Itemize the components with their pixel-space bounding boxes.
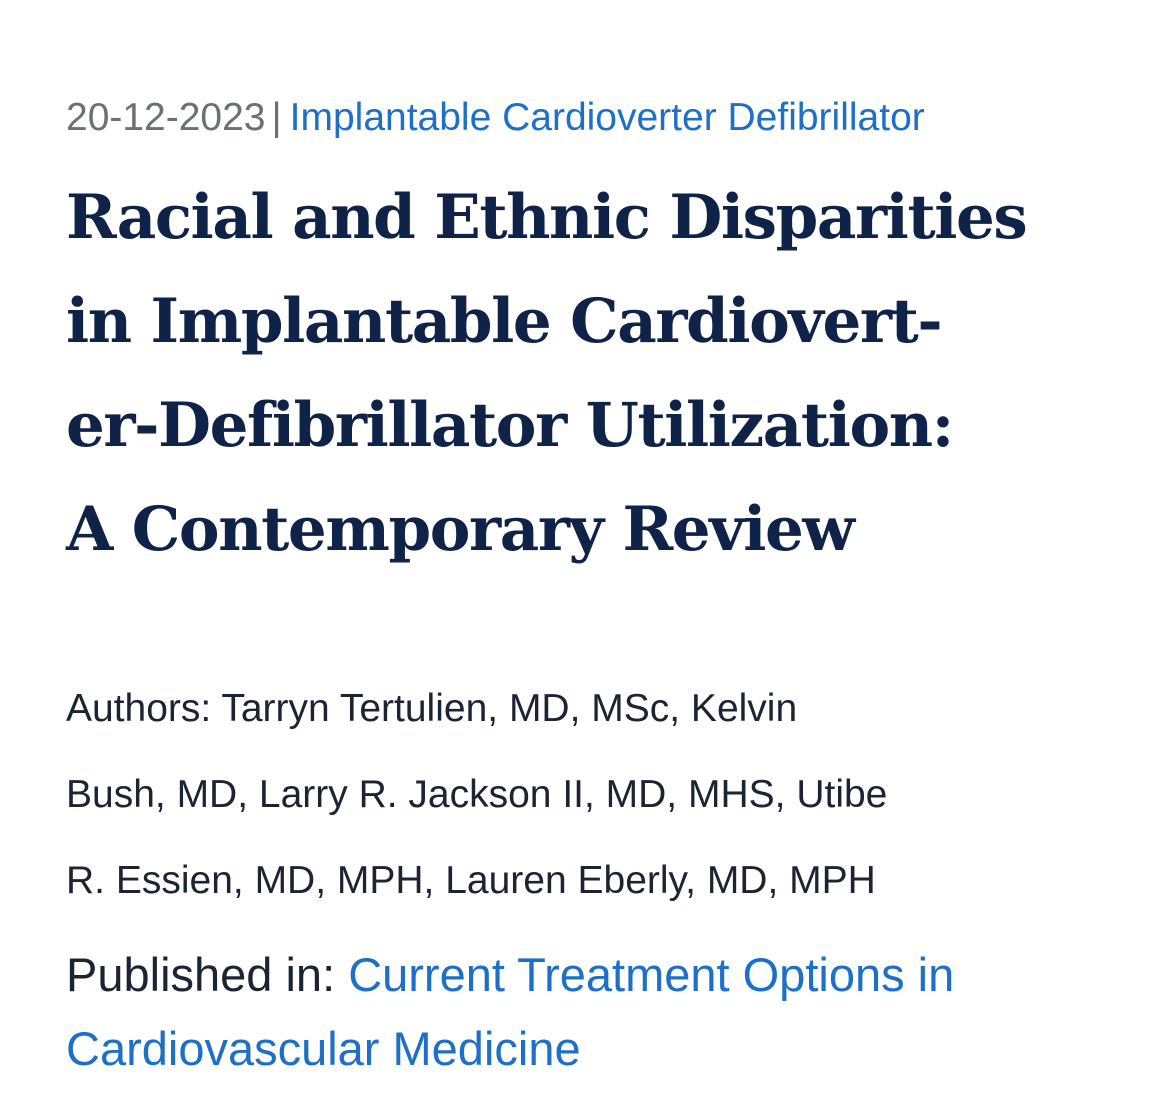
article-header: 20-12-2023 | Implantable Cardioverter Defi… [66,90,1126,1086]
authors-line: R. Essien, MD, MPH, Lauren Eberly, MD, M… [66,859,876,902]
published-in: Published in: Current Treatment Options … [66,938,1126,1086]
title-line: er-Defibrillator Utilization: [66,390,954,461]
publication-date: 20-12-2023 [66,96,266,139]
article-title: Racial and Ethnic Disparities in Implant… [66,166,1126,582]
journal-line: Current Treatment Options in [348,948,955,1001]
journal-link[interactable]: Current Treatment Options in Cardiovascul… [66,948,954,1075]
authors-line: Bush, MD, Larry R. Jackson II, MD, MHS, … [66,773,888,816]
authors-line: Authors: Tarryn Tertulien, MD, MSc, Kelv… [66,687,798,730]
title-line: Racial and Ethnic Disparities [66,182,1028,253]
author-list: Authors: Tarryn Tertulien, MD, MSc, Kelv… [66,666,1126,924]
journal-line: Cardiovascular Medicine [66,1022,581,1075]
article-meta: 20-12-2023 | Implantable Cardioverter Defi… [66,90,1126,146]
meta-separator: | [271,96,282,139]
category-link[interactable]: Implantable Cardioverter Defibrillator [289,96,925,139]
title-line: A Contemporary Review [66,494,855,565]
published-label: Published in: [66,948,349,1001]
title-line: in Implantable Cardiovert- [66,286,943,357]
